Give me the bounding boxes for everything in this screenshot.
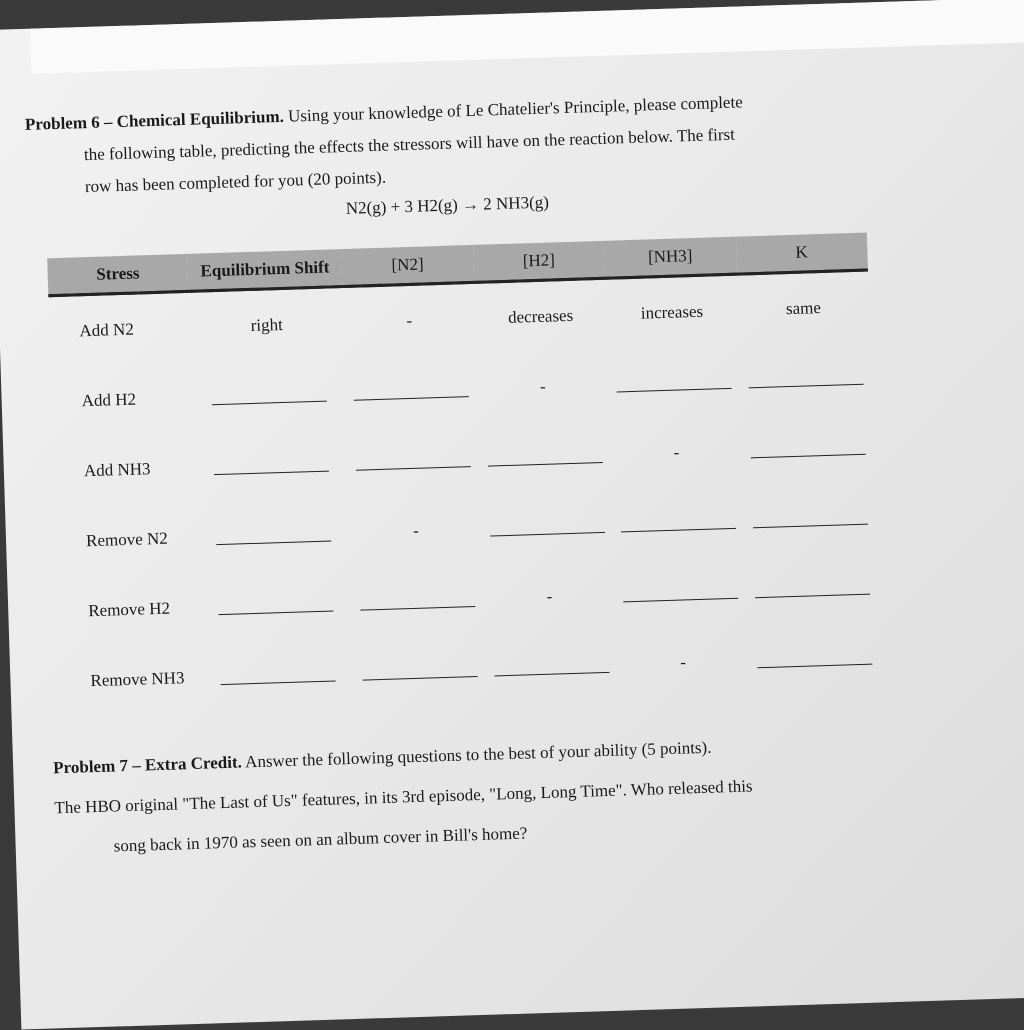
- stress-label: Remove H2: [87, 598, 171, 621]
- answer-blank[interactable]: [489, 511, 605, 537]
- answer-cell[interactable]: [607, 346, 741, 420]
- answer-blank[interactable]: [219, 660, 336, 686]
- answer-blank[interactable]: [620, 507, 737, 533]
- answer-cell: -: [412, 520, 420, 540]
- answer-blank[interactable]: [360, 586, 476, 611]
- answer-cell[interactable]: [351, 564, 485, 638]
- stress-label: Remove N2: [85, 528, 169, 551]
- column-header: Stress: [47, 253, 189, 296]
- answer-cell[interactable]: [198, 568, 354, 643]
- problem-6-text: Problem 6 – Chemical Equilibrium. Using …: [24, 81, 907, 205]
- answer-blank[interactable]: [211, 380, 327, 406]
- answer-blank[interactable]: [747, 363, 864, 389]
- page-edge: [29, 0, 1024, 74]
- answer-cell: -: [673, 442, 680, 462]
- answer-cell[interactable]: [354, 634, 488, 708]
- answer-cell[interactable]: [485, 630, 619, 704]
- problem-7-text: Problem 7 – Extra Credit. Answer the fol…: [53, 719, 976, 868]
- answer-blank[interactable]: [616, 367, 732, 393]
- answer-cell: right: [250, 314, 284, 335]
- answer-cell[interactable]: [195, 498, 351, 573]
- answer-cell[interactable]: [191, 358, 347, 433]
- column-header: [NH3]: [604, 236, 737, 279]
- stress-label: Add N2: [79, 319, 135, 341]
- answer-blank[interactable]: [215, 520, 332, 546]
- answer-cell: decreases: [507, 305, 574, 327]
- answer-cell: -: [406, 310, 413, 331]
- answer-blank[interactable]: [353, 376, 470, 401]
- answer-cell: -: [679, 652, 687, 672]
- equilibrium-table: Stress Equilibrium Shift [N2] [H2] [NH3] K Ad…: [47, 232, 882, 718]
- answer-cell: same: [785, 298, 822, 319]
- answer-blank[interactable]: [493, 651, 610, 677]
- column-header: [N2]: [341, 244, 474, 287]
- answer-cell[interactable]: [748, 621, 882, 695]
- answer-cell: -: [539, 376, 546, 396]
- answer-blank[interactable]: [752, 503, 868, 529]
- answer-blank[interactable]: [622, 577, 739, 603]
- answer-cell[interactable]: [614, 556, 748, 630]
- answer-cell[interactable]: [347, 424, 481, 498]
- answer-cell[interactable]: [743, 481, 877, 555]
- answer-cell[interactable]: [612, 486, 746, 560]
- answer-cell[interactable]: [739, 342, 873, 416]
- problem-6-heading: Problem 6 – Chemical Equilibrium.: [24, 106, 285, 134]
- reaction-equation: N2(g) + 3 H2(g) → 2 NH3(g): [345, 192, 550, 218]
- answer-cell[interactable]: [193, 428, 349, 503]
- answer-blank[interactable]: [754, 573, 870, 599]
- answer-blank[interactable]: [217, 590, 334, 616]
- answer-cell: -: [546, 586, 553, 606]
- answer-cell[interactable]: [741, 411, 875, 485]
- stress-label: Add NH3: [83, 459, 151, 481]
- problem-7-line1: Answer the following questions to the be…: [244, 737, 712, 772]
- answer-cell: increases: [640, 301, 704, 323]
- answer-cell[interactable]: [345, 354, 479, 428]
- stress-label: Add H2: [81, 389, 137, 411]
- column-header: K: [735, 232, 868, 275]
- column-header: Equilibrium Shift: [187, 249, 343, 292]
- stress-label: Remove NH3: [90, 668, 185, 691]
- answer-blank[interactable]: [362, 656, 479, 681]
- answer-blank[interactable]: [749, 433, 866, 459]
- answer-blank[interactable]: [756, 643, 873, 669]
- answer-cell[interactable]: [480, 490, 614, 564]
- answer-cell[interactable]: [478, 420, 612, 494]
- answer-cell[interactable]: [745, 551, 879, 625]
- answer-blank[interactable]: [355, 446, 472, 471]
- answer-cell[interactable]: [200, 638, 356, 713]
- column-header: [H2]: [472, 240, 606, 283]
- answer-blank[interactable]: [213, 450, 329, 476]
- problem-7-heading: Problem 7 – Extra Credit.: [52, 752, 243, 778]
- answer-blank[interactable]: [487, 441, 603, 467]
